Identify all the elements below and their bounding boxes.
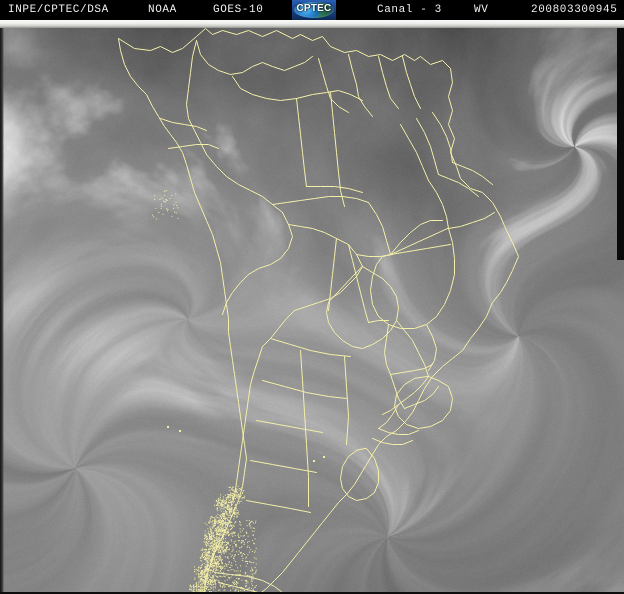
image-header-bar: INPE/CPTEC/DSA NOAA GOES-10 CPTEC Canal … <box>0 0 624 20</box>
header-institute-label: INPE/CPTEC/DSA <box>8 4 109 16</box>
satellite-image-canvas <box>0 20 624 594</box>
cptec-logo-text: CPTEC <box>296 3 332 14</box>
header-satellite-label: GOES-10 <box>213 4 264 16</box>
header-provider-label: NOAA <box>148 4 177 16</box>
cptec-logo-globe-icon <box>294 2 334 18</box>
header-timestamp-label: 200803300945 <box>531 4 618 16</box>
header-band-label: WV <box>474 4 489 16</box>
cptec-logo: CPTEC <box>292 0 336 20</box>
header-channel-label: Canal - 3 <box>377 4 442 16</box>
satellite-image-area <box>0 20 624 594</box>
